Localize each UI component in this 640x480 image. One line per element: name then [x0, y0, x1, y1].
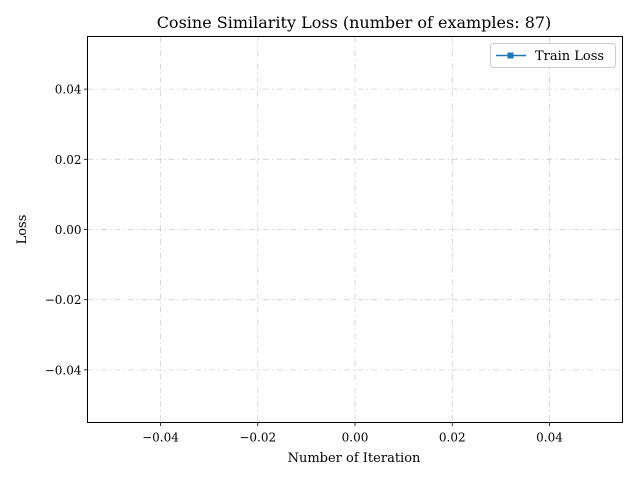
y-tick-label: −0.02 — [45, 293, 82, 307]
y-tick-label: 0.04 — [55, 83, 82, 97]
legend-box — [490, 43, 616, 68]
y-grid — [87, 88, 623, 371]
x-tick-label: −0.04 — [142, 431, 179, 445]
x-tick-label: 0.04 — [536, 431, 563, 445]
y-tick-label: 0.02 — [55, 153, 82, 167]
x-tick-label: 0.02 — [439, 431, 466, 445]
x-axis-label: Number of Iteration — [288, 451, 421, 466]
legend-marker-train-loss — [507, 52, 514, 59]
y-axis: −0.04 −0.02 0.00 0.02 0.04 — [45, 83, 88, 377]
y-tick-label: −0.04 — [45, 363, 82, 377]
x-tick-label: 0.00 — [342, 431, 369, 445]
x-axis: −0.04 −0.02 0.00 0.02 0.04 — [142, 422, 563, 445]
legend-label-train-loss: Train Loss — [535, 49, 604, 64]
x-tick-label: −0.02 — [239, 431, 276, 445]
legend: Train Loss — [490, 43, 616, 68]
y-tick-label: 0.00 — [55, 223, 82, 237]
chart-title: Cosine Similarity Loss (number of exampl… — [157, 13, 552, 32]
y-axis-label: Loss — [15, 215, 30, 245]
